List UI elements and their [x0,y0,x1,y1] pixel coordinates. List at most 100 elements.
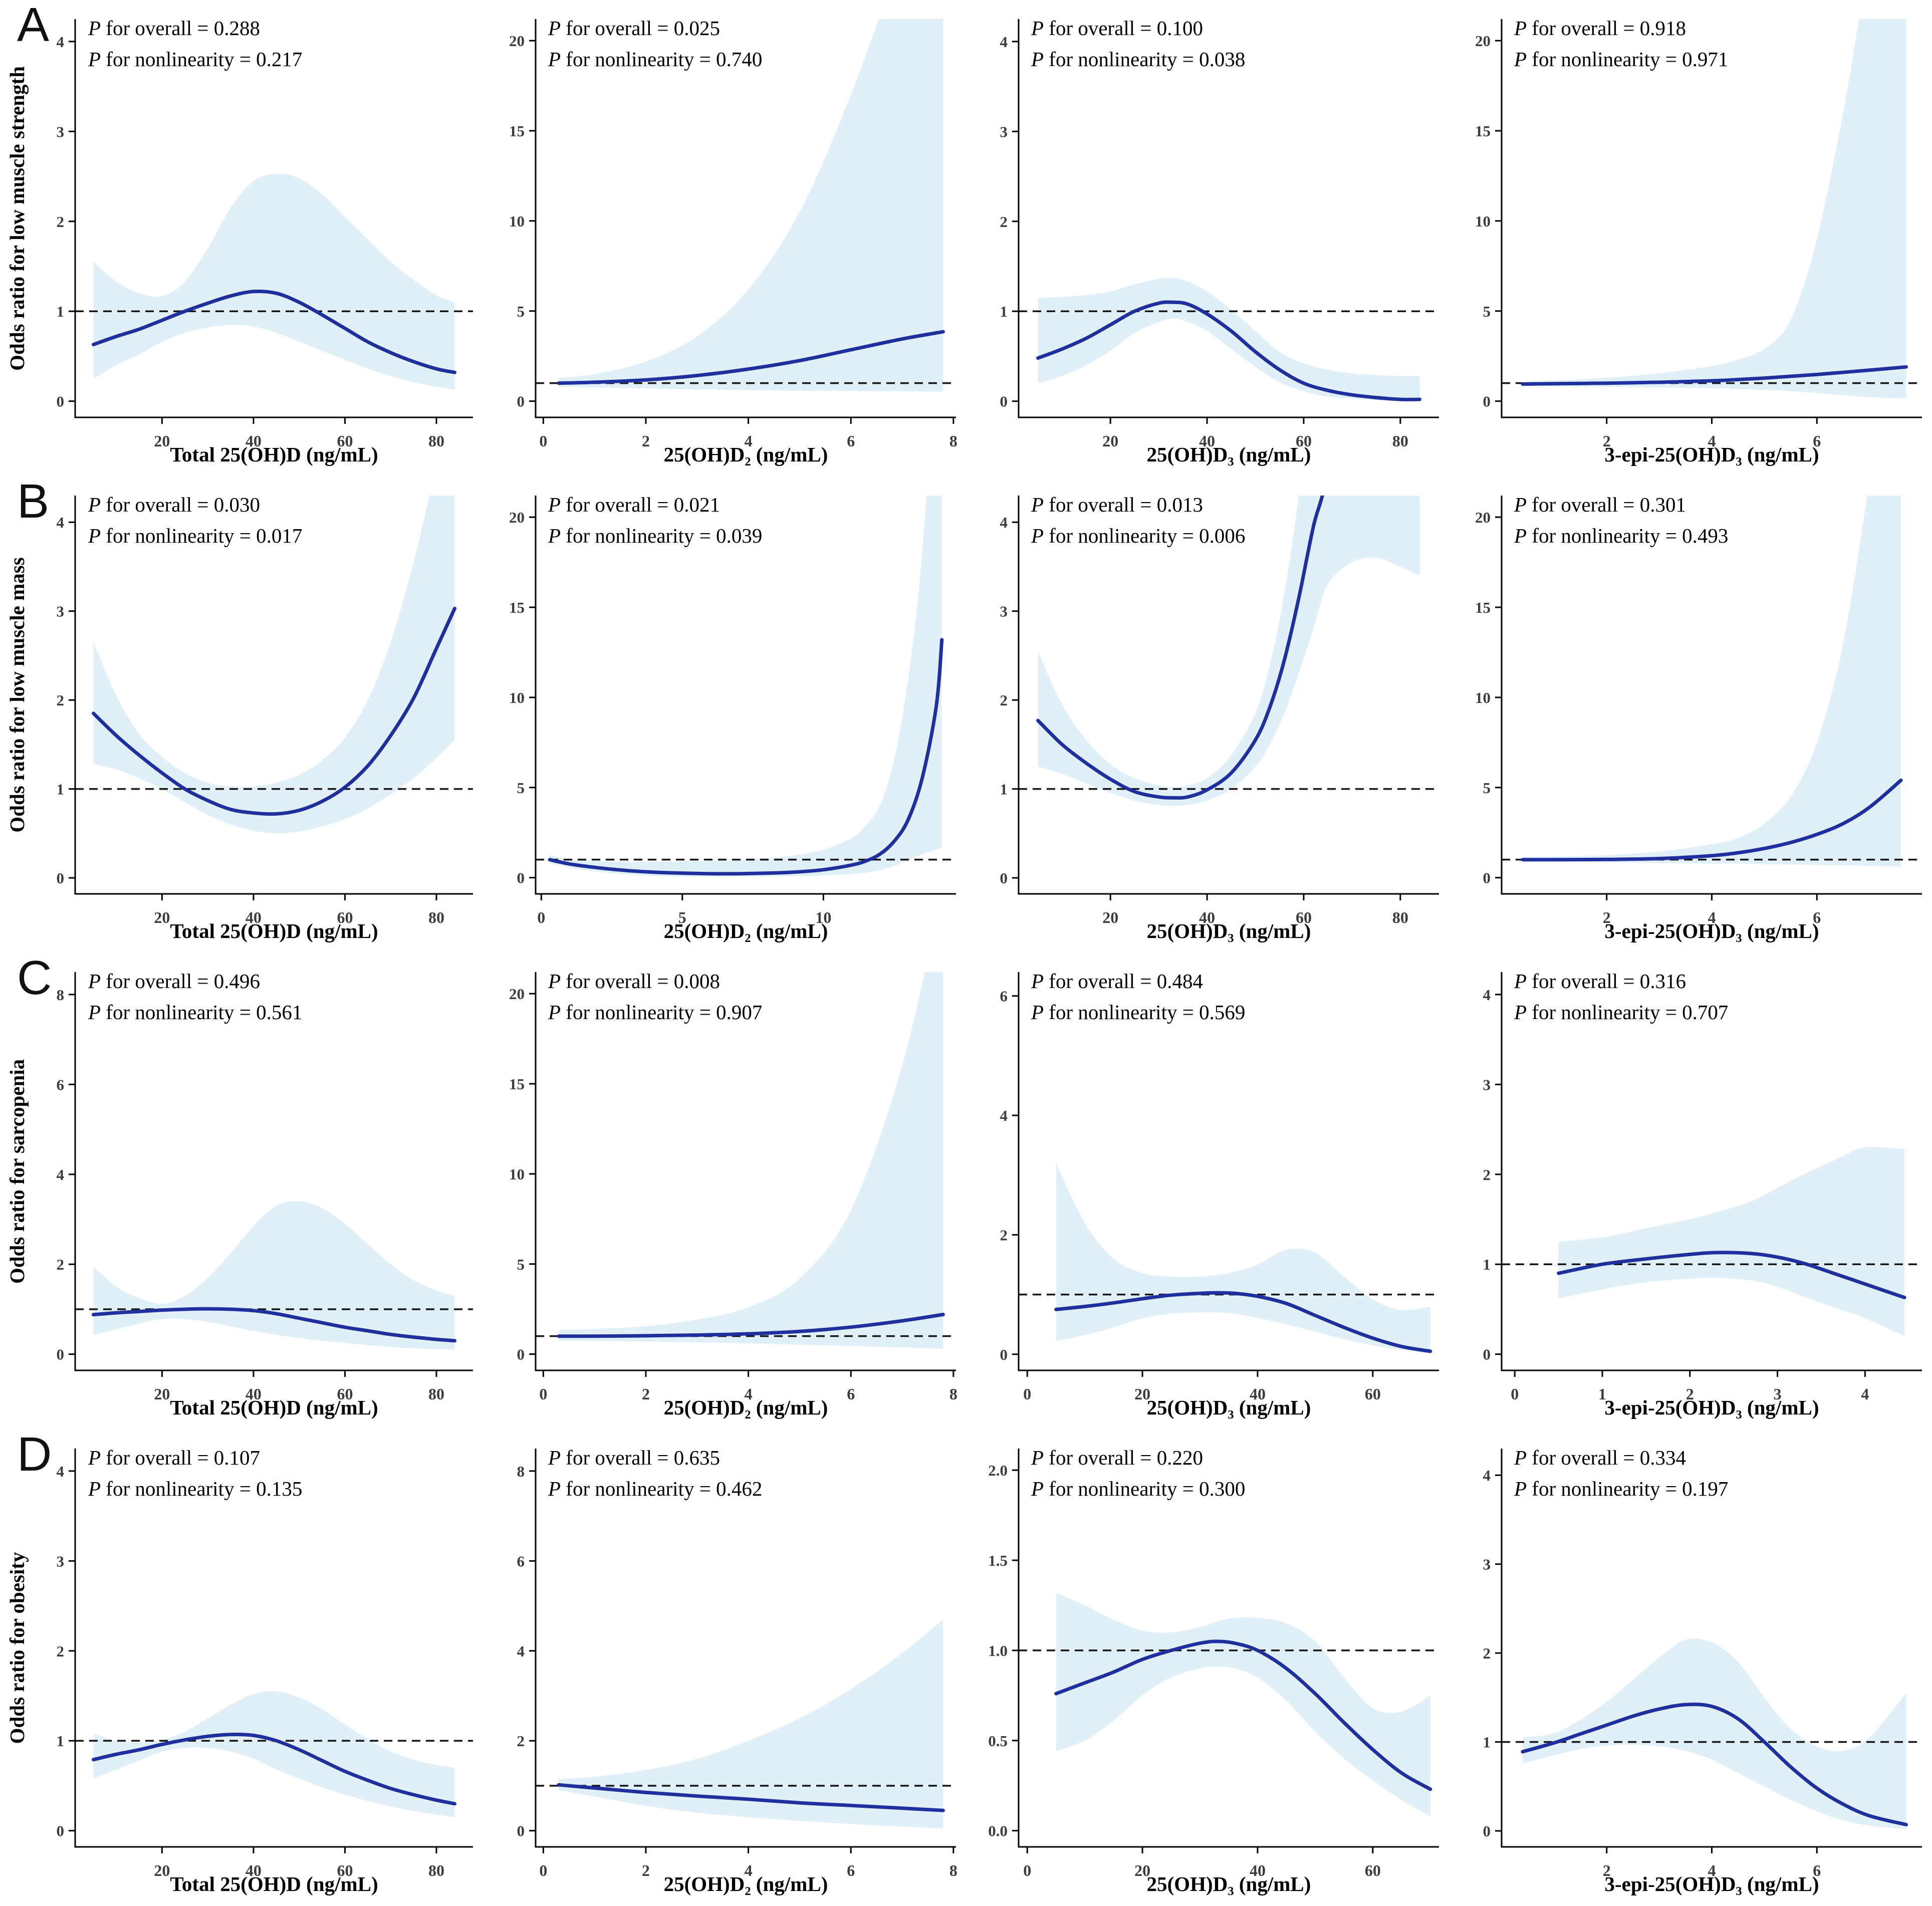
svg-text:0: 0 [1483,1822,1491,1840]
odds-ratio-curve [92,606,456,816]
svg-text:4: 4 [57,1463,65,1480]
y-axis-title: Odds ratio for sarcopenia [6,1059,29,1284]
spline-plot: 0 1 2 3 4 2 4 6 [1483,1449,1922,1879]
svg-text:80: 80 [1392,908,1408,926]
p-overall: P for overall = 0.301 [1514,493,1686,516]
axis-ticks: 0 5 10 15 20 0 5 10 [509,509,831,926]
spline-plot: 0 5 10 15 20 2 4 6 [1475,19,1922,450]
axis-ticks: 0 5 10 15 20 2 4 6 [1475,32,1821,450]
svg-text:60: 60 [1296,432,1312,450]
svg-text:0: 0 [1511,1385,1519,1403]
svg-text:1: 1 [57,781,65,798]
svg-text:10: 10 [509,1165,525,1183]
svg-text:1: 1 [57,303,65,320]
svg-text:0: 0 [539,1861,547,1879]
plot-area [1056,1592,1430,1816]
svg-text:6: 6 [1813,908,1821,926]
svg-text:0: 0 [57,1822,65,1840]
svg-text:40: 40 [1199,432,1215,450]
p-values: P for overall = 0.334 P for nonlinearity… [1514,1443,1728,1504]
svg-text:8: 8 [517,1463,525,1480]
svg-text:5: 5 [1483,779,1491,797]
odds-ratio-curve [557,330,945,385]
row-label-c: C [17,953,52,1005]
x-axis-title: 25(OH)D₂ (ng/mL) [663,919,828,942]
svg-text:2: 2 [1603,432,1611,450]
svg-text:1.0: 1.0 [988,1642,1008,1659]
p-nonlinearity: P for nonlinearity = 0.907 [548,1000,763,1024]
confidence-band [93,1201,455,1350]
svg-text:4: 4 [745,1861,753,1879]
axes [1018,19,1439,418]
svg-text:0: 0 [517,869,525,887]
svg-text:2: 2 [642,1385,650,1403]
spline-plot: 0 1 2 3 4 20 40 60 80 [57,1449,473,1879]
spline-plot: 0 5 10 15 20 2 4 6 [1475,496,1922,926]
svg-text:5: 5 [517,1256,525,1273]
svg-text:4: 4 [57,514,65,531]
svg-text:6: 6 [1000,988,1008,1005]
confidence-band [1522,19,1906,399]
svg-text:60: 60 [337,908,353,926]
svg-text:40: 40 [1250,1385,1266,1403]
svg-text:0: 0 [1023,1385,1031,1403]
p-overall: P for overall = 0.013 [1031,493,1203,516]
plot-area [1558,1147,1904,1336]
panel-C2: 0 5 10 15 20 0 2 4 6 8 P for overall = 0.008 P fo… [483,953,966,1430]
svg-text:4: 4 [745,432,753,450]
svg-text:10: 10 [1475,689,1491,706]
axes [535,972,956,1371]
panel-B3: 0 1 2 3 4 20 40 60 80 P for overall = 0.013 P fo… [966,476,1449,953]
confidence-band [550,496,942,877]
panel-C3: 0 2 4 6 0 20 40 60 P for overall = 0.484 P for … [966,953,1449,1430]
confidence-band [93,1691,455,1817]
p-overall: P for overall = 0.334 [1514,1446,1686,1469]
plot-area [1522,19,1906,399]
svg-text:40: 40 [1199,908,1215,926]
p-values: P for overall = 0.316 P for nonlinearity… [1514,966,1728,1028]
panel-B1: B Odds ratio for low muscle mass 0 1 2 3 4 20… [0,476,483,953]
p-nonlinearity: P for nonlinearity = 0.197 [1514,1477,1729,1500]
plot-area [1038,278,1420,401]
svg-text:2.0: 2.0 [988,1462,1008,1479]
svg-text:2: 2 [642,432,650,450]
spline-plot: 0 5 10 15 20 0 5 10 [509,496,956,926]
p-values: P for overall = 0.013 P for nonlinearity… [1031,490,1245,551]
odds-ratio-curve [1557,1251,1906,1300]
svg-text:10: 10 [509,689,525,706]
svg-text:4: 4 [1000,33,1008,51]
spline-plot: 0 1 2 3 4 20 40 60 80 [1000,19,1439,450]
x-axis-title: Total 25(OH)D (ng/mL) [170,443,378,466]
odds-ratio-curve [1521,1703,1908,1827]
svg-text:60: 60 [337,432,353,450]
svg-text:3: 3 [1483,1556,1491,1573]
axis-ticks: 0 1 2 3 4 20 40 60 80 [57,1463,444,1879]
svg-text:8: 8 [949,432,957,450]
axis-ticks: 0 5 10 15 20 2 4 6 [1475,509,1821,926]
confidence-band [1558,1147,1904,1336]
confidence-band [559,1619,943,1829]
axis-ticks: 0 5 10 15 20 0 2 4 6 8 [509,32,957,450]
axis-ticks: 0 1 2 3 4 20 40 60 80 [57,514,444,926]
svg-text:4: 4 [1000,514,1008,531]
confidence-band [559,19,943,392]
svg-text:15: 15 [1475,599,1491,616]
svg-text:2: 2 [1000,213,1008,230]
svg-text:0: 0 [1483,393,1491,410]
axes [1501,19,1922,418]
p-overall: P for overall = 0.496 [88,970,261,993]
spline-plot: 0 5 10 15 20 0 2 4 6 8 [509,19,957,450]
spline-plot: 0 1 2 3 4 20 40 60 80 [57,496,473,926]
svg-text:0: 0 [1483,1346,1491,1363]
plot-area [559,1619,943,1829]
x-axis-title: 25(OH)D₂ (ng/mL) [663,443,828,466]
svg-text:0: 0 [57,393,65,410]
row-label-b: B [17,476,50,528]
svg-text:2: 2 [517,1732,525,1750]
svg-text:5: 5 [1483,303,1491,320]
svg-text:3: 3 [57,1552,65,1570]
p-nonlinearity: P for nonlinearity = 0.006 [1031,524,1246,547]
x-axis-title: 25(OH)D₃ (ng/mL) [1146,1872,1311,1895]
confidence-band [93,496,455,834]
axis-ticks: 0 2 4 6 8 0 2 4 6 8 [517,1463,957,1879]
